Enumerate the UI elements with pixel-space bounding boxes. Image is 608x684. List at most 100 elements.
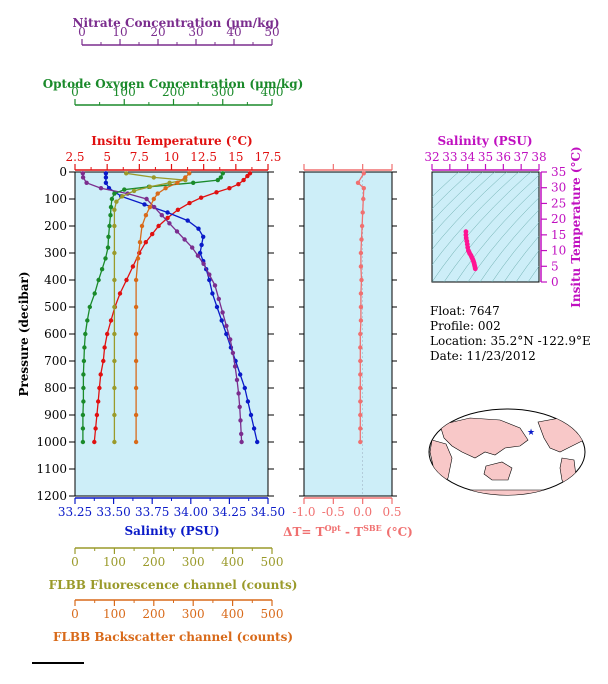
ts-salinity-axis-title: Salinity (PSU) [437,134,532,148]
flbb-backscatter-point [163,186,168,191]
flbb-backscatter-point [147,204,153,210]
fluorescence-tick-label: 300 [182,555,205,569]
ts-temperature-tick-label: 5 [551,259,559,273]
temperature-tick-label: 10 [164,150,179,164]
t-point [358,291,364,296]
ts-series [463,229,478,272]
ts-isopycnal-line [479,209,539,282]
t-point [359,237,364,242]
nitrate-series [80,171,244,445]
salinity-tick-label: 33.50 [96,505,130,519]
optode-oxygen-point [85,318,90,323]
nitrate-point [237,404,242,410]
insitu-temperature-point [92,439,97,445]
salinity-point [103,175,109,180]
pressure-tick-label: 100 [44,192,67,206]
insitu-temperature-point [247,171,253,176]
temperature-tick-label: 12.5 [190,150,217,164]
optode-oxygen-point [105,245,111,250]
t-point [358,331,363,337]
footer-mark [32,662,84,664]
pressure-tick-label: 400 [44,273,67,287]
optode-oxygen-point [80,412,86,418]
optode-oxygen-point [109,196,115,202]
optode-oxygen-point [103,256,108,261]
flbb-backscatter-point [175,180,180,185]
nitrate-tick-label: 10 [112,25,127,39]
insitu-temperature-point [124,277,129,283]
insitu-temperature-line [93,172,251,443]
optode-oxygen-point [81,358,87,364]
ts-isopycnal-line [455,185,539,282]
salinity-point [207,277,212,283]
ts-salinity-tick-label: 37 [514,150,529,164]
ts-isopycnal-line [432,172,459,198]
ts-point [472,266,478,272]
ts-isopycnal-line [432,172,507,250]
t-point [355,180,361,185]
ts-isopycnal-line [467,197,539,282]
optode-oxygen-point [81,385,86,391]
oxygen-tick-label: 200 [162,85,185,99]
flbb-fluorescence-line [113,172,186,442]
pressure-tick-label: 900 [44,408,67,422]
flbb-backscatter-point [155,191,160,196]
nitrate-point [190,245,195,250]
fluorescence-tick-label: 100 [103,555,126,569]
pressure-tick-label: 1000 [36,435,67,449]
flbb-fluorescence-series [112,171,188,445]
ts-panel-background [431,171,540,283]
optode-oxygen-point [80,439,86,445]
insitu-temperature-point [96,399,101,404]
ts-salinity-tick-label: 38 [531,150,546,164]
pressure-tick-label: 800 [44,381,67,395]
temperature-tick-label: 2.5 [65,150,84,164]
nitrate-point [239,431,244,437]
nitrate-point [228,337,233,342]
salinity-point [238,372,243,377]
insitu-temperature-point [150,231,155,237]
nitrate-point [80,175,86,180]
map-land-asia [439,417,529,459]
t-point [358,412,363,418]
world-map: ★ [428,408,586,496]
salinity-point [103,171,109,176]
nitrate-tick-label: 50 [264,25,279,39]
salinity-point [201,234,206,239]
nitrate-point [80,171,86,176]
flbb-fluorescence-point [151,175,156,180]
insitu-temperature-point [156,223,161,229]
nitrate-tick-label: 40 [226,25,241,39]
insitu-temperature-point [108,318,114,323]
flbb-fluorescence-point [147,184,153,189]
t-point [358,318,364,323]
t-point [358,345,363,350]
nitrate-point [239,439,244,445]
salinity-point [242,385,247,391]
flbb-backscatter-point [139,223,145,229]
t-point [358,304,364,310]
nitrate-point [238,418,243,423]
ts-temperature-tick-label: 30 [551,181,566,195]
salinity-point [214,304,220,310]
insitu-temperature-series [92,171,253,445]
insitu-temperature-point [187,200,192,206]
flbb-fluorescence-point [131,188,137,194]
temperature-tick-label: 7.5 [130,150,149,164]
nitrate-point [98,186,104,191]
nitrate-point [182,237,187,242]
flbb-fluorescence-point [112,439,117,445]
ts-isopycnal-line [443,174,539,282]
flbb-backscatter-point [151,196,156,202]
dt-tick-label: -0.5 [322,505,345,519]
flbb-fluorescence-point [112,385,117,391]
ts-isopycnal-line [503,235,539,282]
fluorescence-tick-label: 400 [221,555,244,569]
t-point [359,223,365,229]
optode-oxygen-line [82,173,224,442]
ts-temperature-axis-title: Insitu Temperature (°C) [569,146,583,307]
temperature-tick-label: 5 [103,150,111,164]
nitrate-point [152,204,157,210]
ts-isopycnal-line [432,172,471,210]
backscatter-axis-title: FLBB Backscatter channel (counts) [53,630,293,644]
